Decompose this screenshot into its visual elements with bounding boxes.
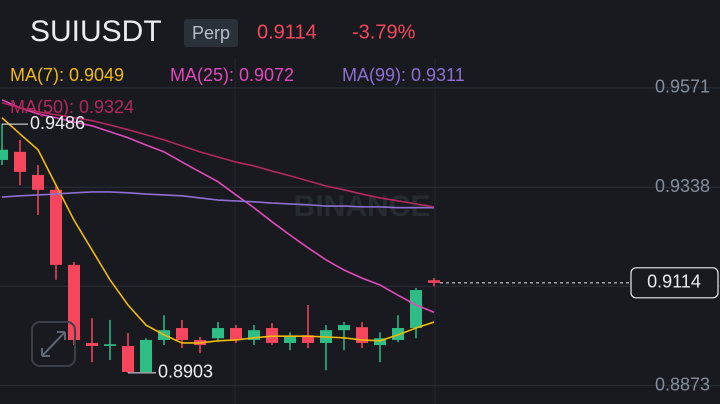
y-tick-label: 0.9571 <box>655 77 710 97</box>
candle-body <box>0 149 8 160</box>
expand-button[interactable] <box>31 321 76 367</box>
legend-entry: MA(99): 0.9311 <box>342 65 465 85</box>
candle-body <box>410 290 422 329</box>
candle-body <box>338 325 350 331</box>
min-label: 0.8903 <box>158 362 213 382</box>
ma-line <box>1 191 434 209</box>
legend-entry: MA(7): 0.9049 <box>10 65 124 85</box>
candle-body <box>230 328 242 340</box>
badge-bg <box>184 19 238 47</box>
badge: Perp <box>192 23 230 43</box>
max-label: 0.9486 <box>30 113 85 133</box>
candle-body <box>284 336 296 343</box>
legend-entry: MA(50): 0.9324 <box>10 97 134 117</box>
candle-body <box>50 189 62 265</box>
candle-body <box>32 174 44 190</box>
ma-line <box>1 117 435 344</box>
symbol: SUIUSDT <box>30 15 162 48</box>
candle-body <box>104 344 116 346</box>
candle-body <box>302 335 314 343</box>
expand-icon <box>41 331 66 357</box>
price-tag-label: 0.9114 <box>647 272 701 292</box>
candle-body <box>86 342 98 346</box>
candle-body <box>68 264 80 340</box>
y-tick-label: 0.8873 <box>655 374 710 394</box>
legend-entry: MA(25): 0.9072 <box>170 65 294 85</box>
candle-body <box>428 280 440 283</box>
candle-body <box>212 328 224 339</box>
candle-body <box>374 338 386 346</box>
candle-body <box>176 328 188 340</box>
y-tick-label: 0.9338 <box>655 176 710 196</box>
candle-body <box>122 345 134 372</box>
ma-line <box>1 102 435 208</box>
ma-line <box>1 99 435 313</box>
candle-body <box>14 151 26 172</box>
change: -3.79% <box>352 21 416 43</box>
candle-body <box>140 339 152 372</box>
candle-body <box>248 330 260 340</box>
price: 0.9114 <box>257 21 317 43</box>
price-tag <box>630 267 719 299</box>
